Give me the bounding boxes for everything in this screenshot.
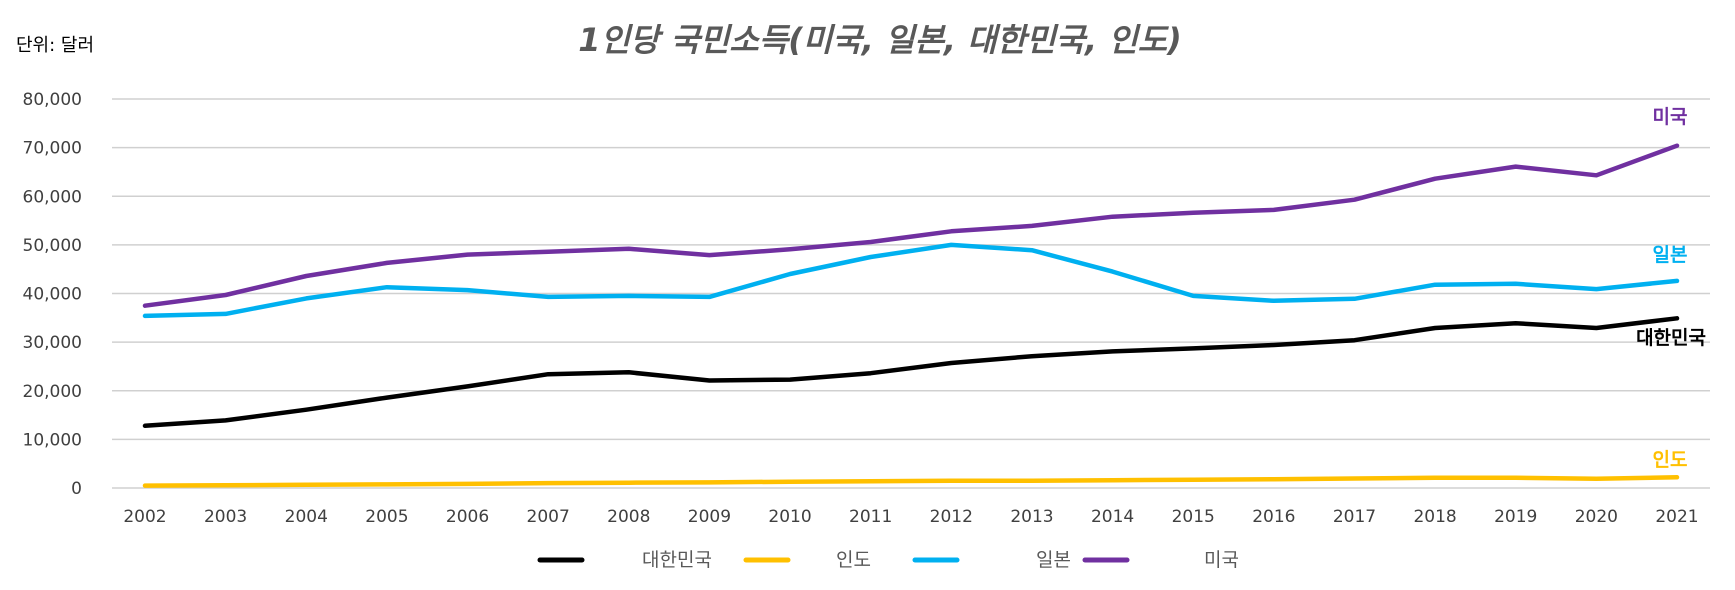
x-tick-label: 2010 <box>768 507 811 527</box>
x-tick-label: 2002 <box>123 507 166 527</box>
y-tick-label: 30,000 <box>23 333 82 353</box>
series-end-label: 일본 <box>1653 244 1688 266</box>
y-tick-label: 60,000 <box>23 187 82 207</box>
series-lines <box>142 143 1680 488</box>
x-tick-label: 2009 <box>688 507 731 527</box>
x-tick-label: 2005 <box>365 507 408 527</box>
legend-label: 대한민국 <box>642 549 712 571</box>
x-tick-label: 2004 <box>285 507 328 527</box>
series-end-label: 미국 <box>1653 106 1688 128</box>
gridlines <box>112 98 1710 489</box>
x-axis-ticks: 2002 2003 2004 2005 2006 2007 2008 2009 2010 2011… <box>123 507 1698 527</box>
x-tick-label: 2015 <box>1172 507 1215 527</box>
y-tick-label: 0 <box>71 479 82 499</box>
legend-label: 일본 <box>1036 549 1071 571</box>
series-line <box>142 242 1680 319</box>
series-line <box>142 143 1680 308</box>
series-end-label: 대한민국 <box>1636 327 1706 349</box>
y-axis-ticks: 0 10,000 20,000 30,000 40,000 50,000 60,000 70,… <box>23 90 82 499</box>
y-tick-label: 80,000 <box>23 90 82 110</box>
y-tick-label: 20,000 <box>23 382 82 402</box>
legend-label: 인도 <box>836 549 871 571</box>
x-tick-label: 2008 <box>607 507 650 527</box>
x-tick-label: 2006 <box>446 507 489 527</box>
y-tick-label: 70,000 <box>23 139 82 159</box>
series-line <box>142 316 1680 429</box>
x-tick-label: 2017 <box>1333 507 1376 527</box>
x-tick-label: 2018 <box>1413 507 1456 527</box>
y-tick-label: 40,000 <box>23 285 82 305</box>
x-tick-label: 2007 <box>527 507 570 527</box>
legend-label: 미국 <box>1204 549 1239 571</box>
y-tick-label: 10,000 <box>23 430 82 450</box>
x-tick-label: 2016 <box>1252 507 1295 527</box>
chart-title: 1인당 국민소득(미국, 일본, 대한민국, 인도) <box>578 21 1182 59</box>
x-tick-label: 2003 <box>204 507 247 527</box>
x-tick-label: 2020 <box>1575 507 1618 527</box>
series-line <box>142 475 1680 488</box>
x-tick-label: 2013 <box>1010 507 1053 527</box>
x-tick-label: 2019 <box>1494 507 1537 527</box>
x-tick-label: 2014 <box>1091 507 1134 527</box>
series-end-label: 인도 <box>1653 449 1688 471</box>
x-tick-label: 2012 <box>930 507 973 527</box>
unit-label: 단위: 달러 <box>16 35 94 56</box>
legend: 대한민국 인도 일본 미국 <box>537 549 1239 571</box>
y-tick-label: 50,000 <box>23 236 82 256</box>
x-tick-label: 2011 <box>849 507 892 527</box>
x-tick-label: 2021 <box>1655 507 1698 527</box>
